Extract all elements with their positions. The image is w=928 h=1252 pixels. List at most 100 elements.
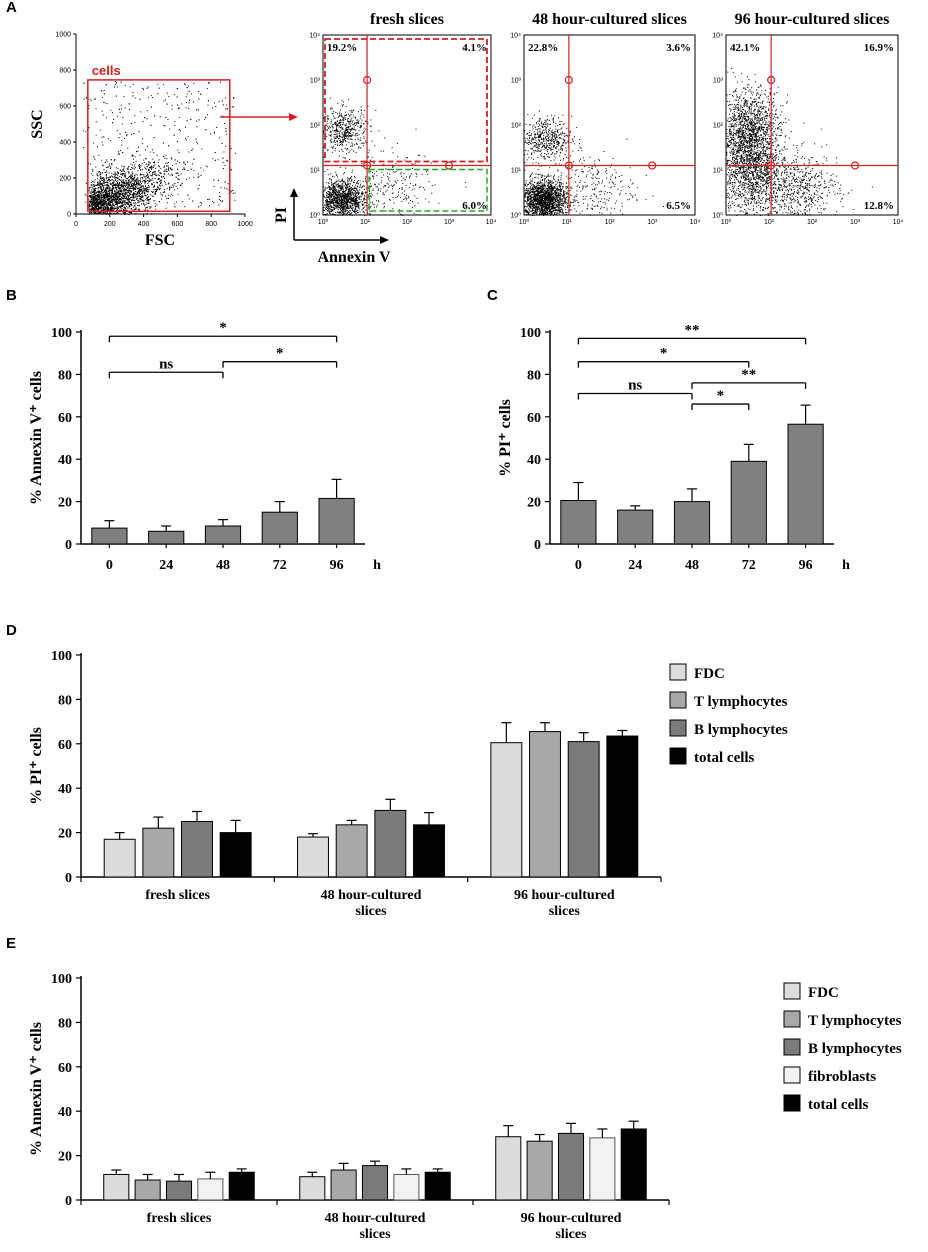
event-dot xyxy=(347,121,349,123)
event-dot xyxy=(92,205,94,207)
event-dot xyxy=(353,126,355,128)
event-dot xyxy=(344,119,346,121)
event-dot xyxy=(360,125,362,127)
event-dot xyxy=(95,134,97,136)
event-dot xyxy=(356,204,358,206)
event-dot xyxy=(101,193,103,195)
event-dot xyxy=(119,182,121,184)
event-dot xyxy=(337,211,339,213)
event-dot xyxy=(337,123,339,125)
event-dot xyxy=(334,130,336,132)
event-dot xyxy=(334,139,336,141)
event-dot xyxy=(90,202,92,204)
event-dot xyxy=(95,194,97,196)
event-dot xyxy=(133,191,135,193)
event-dot xyxy=(352,185,354,187)
event-dot xyxy=(370,206,372,208)
event-dot xyxy=(334,204,336,206)
event-dot xyxy=(223,151,225,153)
event-dot xyxy=(148,169,150,171)
event-dot xyxy=(348,132,350,134)
event-dot xyxy=(389,185,391,187)
y-tick-label: 600 xyxy=(59,104,71,111)
event-dot xyxy=(98,190,100,192)
event-dot xyxy=(99,207,101,209)
event-dot xyxy=(93,190,95,192)
event-dot xyxy=(329,189,331,191)
event-dot xyxy=(139,98,141,100)
event-dot xyxy=(128,198,130,200)
event-dot xyxy=(105,174,107,176)
event-dot xyxy=(138,205,140,207)
event-dot xyxy=(134,179,136,181)
event-dot xyxy=(200,205,202,207)
event-dot xyxy=(115,202,117,204)
event-dot xyxy=(334,141,336,143)
event-dot xyxy=(348,178,350,180)
event-dot xyxy=(359,211,361,213)
event-dot xyxy=(344,210,346,212)
event-dot xyxy=(96,205,98,207)
event-dot xyxy=(124,212,126,214)
event-dot xyxy=(104,195,106,197)
event-dot xyxy=(169,186,171,188)
event-dot xyxy=(95,212,97,214)
event-dot xyxy=(100,182,102,184)
event-dot xyxy=(129,196,131,198)
event-dot xyxy=(119,111,121,113)
event-dot xyxy=(176,96,178,98)
event-dot xyxy=(83,98,85,100)
event-dot xyxy=(132,206,134,208)
event-dot xyxy=(360,196,362,198)
event-dot xyxy=(106,202,108,204)
event-dot xyxy=(117,211,119,213)
event-dot xyxy=(347,118,349,120)
event-dot xyxy=(346,131,348,133)
event-dot xyxy=(154,203,156,205)
event-dot xyxy=(106,170,108,172)
event-dot xyxy=(122,185,124,187)
event-dot xyxy=(350,119,352,121)
event-dot xyxy=(402,183,404,185)
event-dot xyxy=(365,181,367,183)
event-dot xyxy=(332,185,334,187)
event-dot xyxy=(156,189,158,191)
event-dot xyxy=(349,204,351,206)
event-dot xyxy=(94,194,96,196)
event-dot xyxy=(146,118,148,120)
event-dot xyxy=(222,157,224,159)
event-dot xyxy=(129,202,131,204)
event-dot xyxy=(128,207,130,209)
event-dot xyxy=(361,142,363,144)
event-dot xyxy=(348,152,350,154)
event-dot xyxy=(330,140,332,142)
event-dot xyxy=(145,181,147,183)
event-dot xyxy=(104,211,106,213)
event-dot xyxy=(360,183,362,185)
event-dot xyxy=(94,212,96,214)
event-dot xyxy=(90,201,92,203)
event-dot xyxy=(324,204,326,206)
event-dot xyxy=(350,128,352,130)
event-dot xyxy=(127,204,129,206)
event-dot xyxy=(351,212,353,214)
event-dot xyxy=(338,193,340,195)
event-dot xyxy=(101,200,103,202)
event-dot xyxy=(111,175,113,177)
event-dot xyxy=(136,198,138,200)
event-dot xyxy=(344,208,346,210)
event-dot xyxy=(166,202,168,204)
event-dot xyxy=(335,185,337,187)
event-dot xyxy=(341,199,343,201)
event-dot xyxy=(121,169,123,171)
event-dot xyxy=(100,191,102,193)
event-dot xyxy=(125,196,127,198)
event-dot xyxy=(218,100,220,102)
event-dot xyxy=(357,111,359,113)
event-dot xyxy=(163,188,165,190)
event-dot xyxy=(145,180,147,182)
event-dot xyxy=(358,202,360,204)
event-dot xyxy=(340,124,342,126)
event-dot xyxy=(225,145,227,147)
event-dot xyxy=(149,198,151,200)
